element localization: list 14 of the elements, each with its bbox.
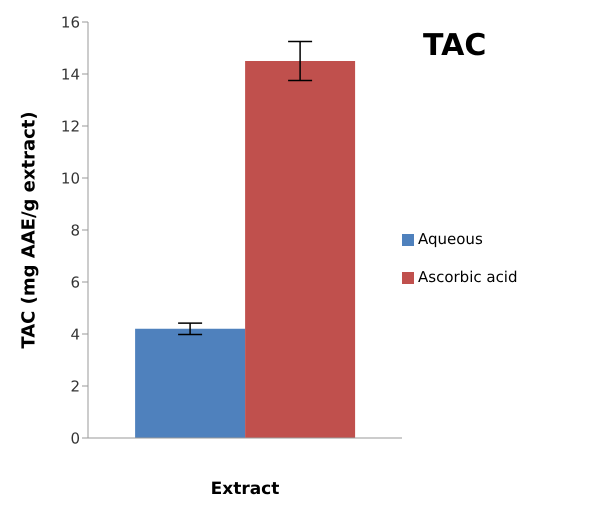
y-tick-label: 14 (60, 65, 80, 84)
y-tick-label: 0 (70, 429, 80, 448)
y-tick-label: 16 (60, 13, 80, 32)
y-axis-title: TAC (mg AAE/g extract) (18, 111, 40, 349)
legend-label: Ascorbic acid (418, 268, 518, 286)
y-tick-label: 10 (60, 169, 80, 188)
y-tick-label: 12 (60, 117, 80, 136)
x-axis-title: Extract (210, 479, 280, 499)
y-tick-label: 6 (70, 273, 80, 292)
chart-title: TAC (423, 28, 486, 63)
y-tick-label: 2 (70, 377, 80, 396)
y-tick-label: 8 (70, 221, 80, 240)
legend-label: Aqueous (418, 230, 483, 248)
y-tick-label: 4 (70, 325, 80, 344)
